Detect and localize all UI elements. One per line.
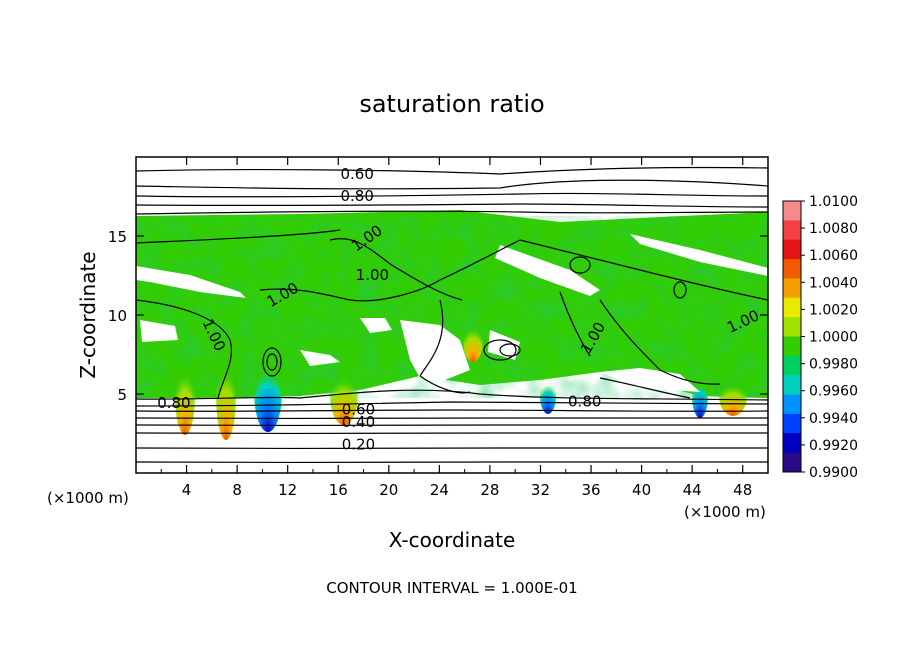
- y-tick-label: 10: [108, 307, 127, 325]
- colorbar-tick-label: 1.0020: [809, 302, 858, 318]
- colorbar-swatch: [783, 336, 801, 357]
- x-tick-label: 24: [430, 481, 449, 499]
- x-unit-label-left: (×1000 m): [47, 489, 129, 507]
- contour-label: 0.80: [157, 394, 190, 412]
- clear-gap: [136, 266, 246, 298]
- colorbar-swatch: [783, 220, 801, 241]
- contour-label: 0.80: [568, 393, 601, 411]
- colorbar-swatch: [783, 278, 801, 299]
- chart-title: saturation ratio: [359, 90, 544, 118]
- colorbar-tick-label: 0.9940: [809, 411, 858, 427]
- colorbar-swatch: [783, 259, 801, 279]
- y-tick-label: 15: [108, 228, 127, 246]
- colorbar-swatch: [783, 297, 801, 318]
- x-unit-label-right: (×1000 m): [684, 503, 766, 521]
- contour-label: 0.40: [342, 413, 375, 431]
- colorbar-swatch: [783, 452, 801, 473]
- x-tick-label: 4: [182, 481, 192, 499]
- x-tick-label: 28: [480, 481, 499, 499]
- x-tick-label: 8: [232, 481, 242, 499]
- contour-label: 1.00: [356, 266, 389, 284]
- x-tick-label: 16: [329, 481, 348, 499]
- contour-label: 0.60: [342, 401, 375, 419]
- x-axis-label: X-coordinate: [389, 528, 516, 552]
- x-tick-label: 40: [632, 481, 651, 499]
- x-tick-label: 20: [379, 481, 398, 499]
- colorbar-swatch: [783, 394, 801, 415]
- contour-label: 0.60: [340, 165, 373, 183]
- y-tick-label: 5: [117, 386, 127, 404]
- x-tick-label: 48: [733, 481, 752, 499]
- colorbar-tick-label: 1.0040: [809, 275, 858, 291]
- contour-label: 0.80: [340, 187, 373, 205]
- colorbar-swatch: [783, 433, 801, 454]
- plot-area: [136, 157, 768, 473]
- x-tick-label: 44: [683, 481, 702, 499]
- colorbar-tick-label: 1.0100: [809, 194, 858, 210]
- y-axis-ticks: 5 10 15: [108, 228, 768, 404]
- colorbar-swatch: [783, 375, 801, 396]
- contour-interval-note: CONTOUR INTERVAL = 1.000E-01: [326, 579, 577, 597]
- colorbar-tick-label: 0.9980: [809, 357, 858, 373]
- x-tick-label: 36: [581, 481, 600, 499]
- x-tick-label: 32: [531, 481, 550, 499]
- colorbar-tick-label: 0.9920: [809, 438, 858, 454]
- colorbar-tick-label: 1.0000: [809, 330, 858, 346]
- colorbar-swatch: [783, 239, 801, 260]
- contour-lines: [136, 166, 768, 464]
- x-axis-ticks: 4 8 12 16 20 24 28 32 36 40 44 48: [160, 157, 752, 499]
- colorbar-swatch: [783, 355, 801, 376]
- colorbar-tick-label: 1.0080: [809, 221, 858, 237]
- colorbar-tick-label: 0.9960: [809, 384, 858, 400]
- contour-label: 0.20: [342, 435, 375, 453]
- y-axis-label: Z-coordinate: [76, 251, 100, 378]
- x-tick-label: 12: [278, 481, 297, 499]
- colorbar-swatch: [783, 201, 801, 221]
- colorbar-tick-label: 0.9900: [809, 465, 858, 481]
- colorbar-tick-label: 1.0060: [809, 248, 858, 264]
- colorbar-swatch: [783, 413, 801, 434]
- colorbar-swatch: [783, 317, 801, 337]
- colorbar: 1.0100 1.0080 1.0060 1.0040 1.0020 1.0000 0.99…: [782, 194, 858, 481]
